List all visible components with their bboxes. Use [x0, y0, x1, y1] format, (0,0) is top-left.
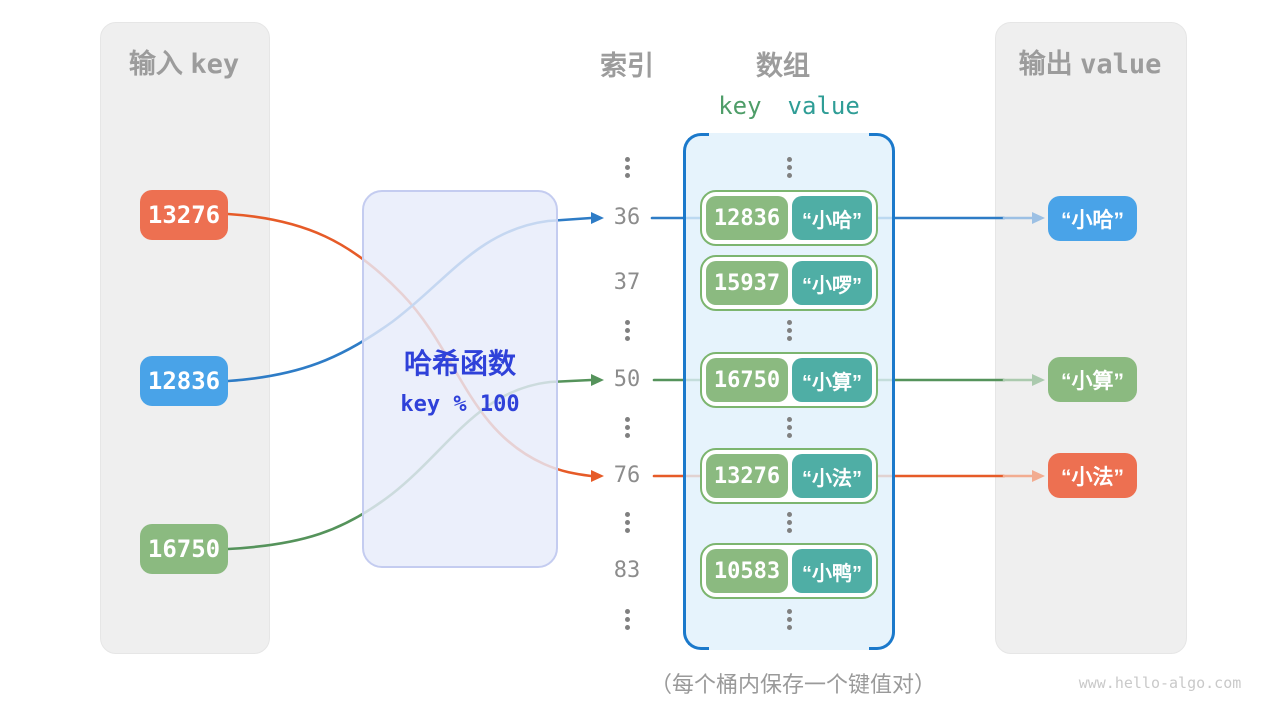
ellipsis — [624, 609, 630, 630]
index-value: 50 — [613, 367, 641, 392]
index-value: 76 — [613, 463, 641, 488]
hash-function-title: 哈希函数 — [403, 348, 516, 379]
key-value-column-labels: key value — [683, 92, 895, 120]
array-column-header: 数组 — [756, 51, 810, 81]
bucket-value: “小法” — [792, 454, 872, 498]
bucket-key: 13276 — [706, 454, 788, 498]
caption: （每个桶内保存一个键值对） — [649, 672, 936, 697]
index-value: 37 — [613, 270, 641, 295]
input-key-box: 13276 — [140, 190, 228, 240]
bucket-row: 15937 “小啰” — [700, 255, 878, 311]
bucket-value: “小哈” — [792, 196, 872, 240]
bracket-left — [683, 133, 709, 650]
output-panel — [995, 22, 1187, 654]
output-value-box: “小法” — [1048, 453, 1137, 498]
ellipsis — [786, 417, 792, 438]
bucket-value: “小鸭” — [792, 549, 872, 593]
input-key-box: 12836 — [140, 356, 228, 406]
bucket-value: “小算” — [792, 358, 872, 402]
ellipsis — [786, 320, 792, 341]
input-key-box: 16750 — [140, 524, 228, 574]
index-value: 36 — [613, 205, 641, 230]
hash-function-box: 哈希函数 key % 100 — [362, 190, 558, 568]
bucket-row: 13276 “小法” — [700, 448, 878, 504]
watermark: www.hello-algo.com — [1078, 674, 1242, 692]
value-column-label: value — [787, 92, 860, 120]
bucket-key: 10583 — [706, 549, 788, 593]
bucket-key: 12836 — [706, 196, 788, 240]
bucket-row: 10583 “小鸭” — [700, 543, 878, 599]
ellipsis — [624, 320, 630, 341]
input-panel-title: 输入 key — [128, 49, 240, 80]
output-panel-title: 输出 value — [1018, 49, 1162, 80]
index-value: 83 — [613, 558, 641, 583]
bracket-right — [869, 133, 895, 650]
index-column-header: 索引 — [600, 51, 654, 81]
hash-function-formula: key % 100 — [400, 392, 520, 417]
key-column-label: key — [718, 92, 762, 120]
output-value-box: “小哈” — [1048, 196, 1137, 241]
bucket-key: 15937 — [706, 261, 788, 305]
bucket-row: 12836 “小哈” — [700, 190, 878, 246]
bucket-row: 16750 “小算” — [700, 352, 878, 408]
bucket-value: “小啰” — [792, 261, 872, 305]
bucket-key: 16750 — [706, 358, 788, 402]
ellipsis — [624, 157, 630, 178]
ellipsis — [624, 417, 630, 438]
ellipsis — [786, 512, 792, 533]
ellipsis — [624, 512, 630, 533]
output-value-box: “小算” — [1048, 357, 1137, 402]
ellipsis — [786, 157, 792, 178]
ellipsis — [786, 609, 792, 630]
